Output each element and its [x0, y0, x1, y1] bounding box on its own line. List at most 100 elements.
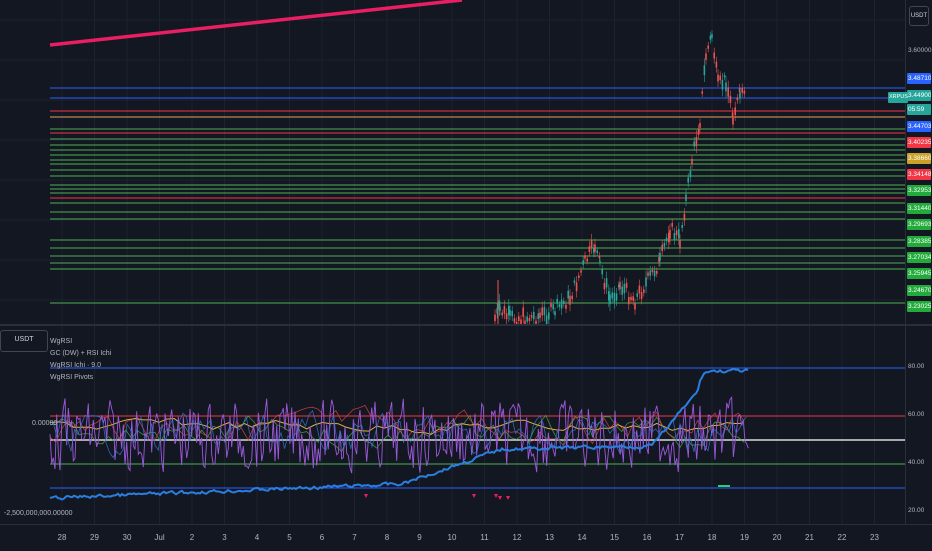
axis-top-value: 3.60000 [908, 47, 932, 54]
candle-body [656, 270, 658, 274]
legend-item-gc[interactable]: GC (DW) + RSI Ichi [50, 350, 112, 357]
candle-body [524, 320, 526, 327]
candle-body [695, 136, 698, 147]
candle-body [658, 257, 660, 263]
candle-body [647, 272, 649, 276]
legend-item-ichi[interactable]: WgRSI Ichi · 9.0 [50, 362, 101, 369]
candle-body [649, 270, 651, 276]
candle-body [703, 65, 706, 76]
candle-body [725, 82, 727, 92]
candle-body [723, 75, 726, 78]
legend-item-pivots[interactable]: WgRSI Pivots [50, 374, 94, 381]
candle-body [548, 312, 550, 320]
candle-body [661, 244, 663, 252]
candle-body [569, 295, 571, 305]
currency-button[interactable]: USDT [909, 6, 929, 26]
candle-body [663, 242, 666, 247]
candle-body [697, 129, 700, 135]
rsi-axis-80: 80.00 [908, 363, 925, 370]
rsi-canvas[interactable] [0, 326, 906, 524]
price-label: 3.27034 [907, 252, 931, 263]
candle-body [668, 232, 670, 243]
legend-item-wgrsi[interactable]: WgRSI [50, 338, 73, 345]
pivot-marker [472, 494, 476, 498]
price-label: 3.34148 [907, 169, 931, 180]
candle-body [599, 261, 601, 264]
candle-body [707, 45, 709, 49]
time-tick: 4 [254, 533, 260, 542]
rsi-axis[interactable]: 80.00 60.00 40.00 20.00 [905, 326, 932, 524]
price-label: 3.28385 [907, 236, 931, 247]
rsi-signal-line [49, 409, 747, 459]
candle-body [721, 79, 724, 90]
time-tick: 22 [837, 533, 847, 542]
price-chart-pane[interactable] [0, 0, 906, 333]
candle-body [556, 298, 558, 304]
time-tick: 28 [57, 533, 67, 542]
time-tick: 10 [447, 533, 457, 542]
candle-body [520, 319, 522, 325]
pane-currency-button[interactable]: USDT [0, 330, 48, 352]
rsi-pane[interactable] [0, 326, 906, 524]
candle-body [558, 304, 561, 308]
candle-body [541, 307, 543, 316]
ichi-red-line [49, 404, 745, 446]
candle-body [509, 309, 511, 316]
candle-body [628, 297, 630, 305]
time-tick: 18 [707, 533, 717, 542]
price-axis[interactable]: USDT 3.60000 3.48710 3.44900 05:59 3.44703 3… [905, 0, 932, 324]
candle-body [640, 292, 643, 299]
candle-body [651, 269, 654, 273]
candle-body [575, 282, 578, 292]
candle-body [603, 282, 606, 290]
candle-body [499, 306, 501, 311]
pane-separator[interactable] [0, 324, 932, 326]
candle-body [675, 230, 678, 236]
time-tick: 13 [545, 533, 554, 542]
time-axis[interactable]: 28 29 30 Jul 2 3 4 5 6 7 8 9 10 11 12 13 14 15 16 17 18 19 20 2… [0, 524, 932, 551]
candle-body [590, 239, 593, 248]
price-label: 3.44900 [907, 90, 931, 101]
candle-body [689, 170, 692, 178]
candle-body [715, 61, 718, 68]
candle-body [505, 313, 508, 320]
candle-body [621, 286, 623, 295]
price-label: 3.38660 [907, 153, 931, 164]
candle-body [528, 318, 531, 322]
candle-body [625, 282, 628, 288]
time-tick: Jul [154, 533, 165, 542]
candle-body [609, 294, 611, 305]
candle-body [613, 292, 616, 303]
candle-body [623, 284, 626, 294]
candle-body [503, 306, 506, 314]
candle-body [526, 316, 528, 322]
time-tick: 23 [870, 533, 879, 542]
time-tick: 12 [512, 533, 522, 542]
left-value-zero: 0.00000 [32, 420, 58, 427]
price-chart-canvas[interactable] [0, 0, 906, 333]
candle-body [638, 285, 641, 294]
candle-body [611, 292, 613, 299]
candle-body [565, 304, 567, 309]
candle-body [586, 258, 588, 262]
ichi-base-line [49, 418, 743, 435]
time-tick: 11 [480, 533, 489, 542]
candle-body [691, 159, 693, 165]
candle-body [632, 296, 634, 301]
candle-body [678, 229, 680, 239]
time-tick: 20 [772, 533, 782, 542]
candle-body [522, 307, 524, 317]
price-label: 05:59 [907, 104, 931, 115]
candle-body [683, 213, 686, 221]
time-tick: 7 [352, 533, 357, 542]
candle-body [552, 304, 554, 310]
candle-body [605, 278, 608, 288]
candle-body [699, 123, 701, 128]
candle-body [736, 97, 739, 101]
candle-body [596, 250, 598, 254]
price-label: 3.44703 [907, 121, 931, 132]
candle-body [643, 289, 645, 293]
time-tick: 16 [642, 533, 652, 542]
candle-body [580, 270, 582, 273]
price-label: 3.32953 [907, 185, 931, 196]
